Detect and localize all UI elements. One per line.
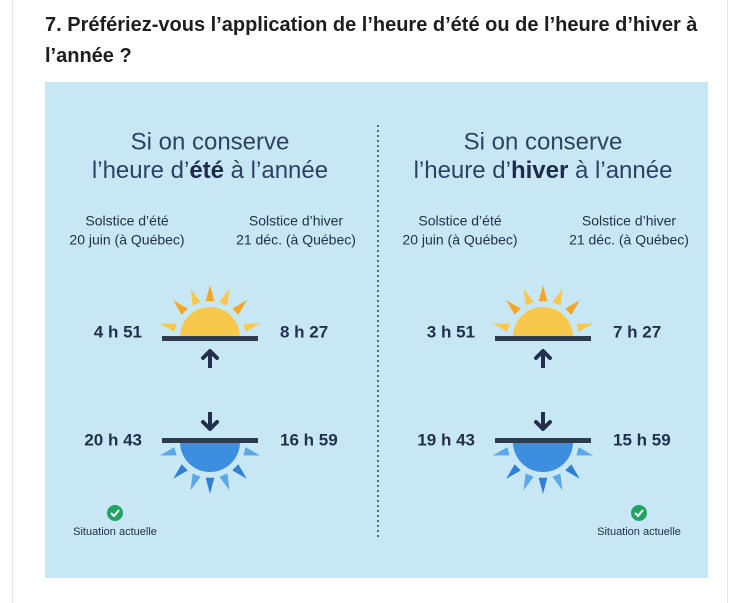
sunset-winter: 15 h 59	[613, 430, 671, 449]
sun-ray	[538, 285, 548, 302]
sun-ray	[492, 447, 510, 456]
sun-ray	[576, 323, 594, 332]
winter-date: 21 déc. (à Québec)	[236, 232, 356, 248]
sun-ray	[190, 288, 201, 306]
title-part: à l’année	[224, 157, 328, 184]
horizon	[495, 336, 591, 341]
sun	[513, 442, 573, 472]
sun-ray	[492, 323, 510, 332]
sunrise-summer: 4 h 51	[94, 322, 142, 341]
winter-label: Solstice d’hiver	[582, 213, 676, 229]
frame	[12, 0, 728, 603]
sun	[180, 442, 240, 472]
sun-ray	[205, 477, 215, 494]
check-icon	[107, 505, 123, 521]
arrow-head	[201, 349, 219, 360]
panel-title: l’heure d’été à l’année	[92, 157, 328, 184]
horizon	[495, 438, 591, 443]
sun-ray	[232, 464, 247, 479]
sun-ray	[565, 300, 580, 315]
sunrise-winter: 7 h 27	[613, 322, 661, 341]
title-part: à l’année	[568, 157, 672, 184]
title-bold: hiver	[511, 157, 568, 184]
panel-title: Si on conserve	[464, 128, 623, 155]
sun-ray	[538, 477, 548, 494]
sun-ray	[219, 473, 230, 491]
summer-date: 20 juin (à Québec)	[402, 232, 517, 248]
sun-ray	[552, 473, 563, 491]
sun-ray	[506, 300, 521, 315]
horizon	[162, 336, 258, 341]
check-icon	[631, 505, 647, 521]
status: Situation actuelle	[73, 526, 157, 538]
sun-ray	[523, 288, 534, 306]
arrow-head	[534, 420, 552, 431]
horizon	[162, 438, 258, 443]
title-bold: été	[189, 157, 224, 184]
summer-label: Solstice d’été	[85, 213, 168, 229]
sunrise-summer: 3 h 51	[427, 322, 475, 341]
sunset-summer: 20 h 43	[84, 430, 142, 449]
sun-ray	[506, 464, 521, 479]
check-mark	[110, 509, 120, 518]
arrow-head	[201, 420, 219, 431]
sun-ray	[173, 464, 188, 479]
status: Situation actuelle	[597, 526, 681, 538]
winter-date: 21 déc. (à Québec)	[569, 232, 689, 248]
sun-ray	[159, 323, 177, 332]
panel-title: Si on conserve	[131, 128, 290, 155]
sun-ray	[190, 473, 201, 491]
panel-bg	[45, 82, 708, 578]
sun-ray	[576, 447, 594, 456]
sun	[180, 307, 240, 337]
sun-ray	[173, 300, 188, 315]
winter-label: Solstice d’hiver	[249, 213, 343, 229]
summer-label: Solstice d’été	[418, 213, 501, 229]
check-mark	[634, 509, 644, 518]
sunset-winter: 16 h 59	[280, 430, 338, 449]
sunset-summer: 19 h 43	[417, 430, 475, 449]
sun-ray	[552, 288, 563, 306]
sun-ray	[243, 323, 261, 332]
question: 7. Préfériez-vous l’application de l’heu…	[45, 14, 698, 67]
sunrise-winter: 8 h 27	[280, 322, 328, 341]
sun-ray	[565, 464, 580, 479]
arrow-head	[534, 349, 552, 360]
sun-ray	[159, 447, 177, 456]
summer-date: 20 juin (à Québec)	[69, 232, 184, 248]
sun-ray	[523, 473, 534, 491]
sun	[513, 307, 573, 337]
sun-ray	[243, 447, 261, 456]
panel-title: l’heure d’hiver à l’année	[414, 157, 673, 184]
sun-ray	[205, 285, 215, 302]
sun-ray	[232, 300, 247, 315]
sun-ray	[219, 288, 230, 306]
title-part: l’heure d’	[92, 157, 189, 184]
title-part: l’heure d’	[414, 157, 511, 184]
